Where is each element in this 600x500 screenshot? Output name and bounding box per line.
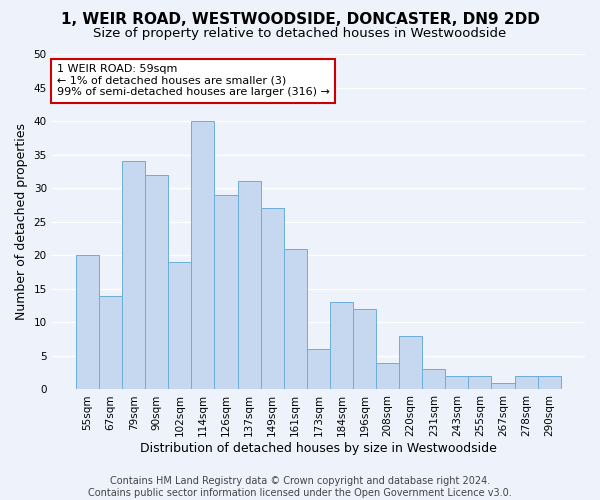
Bar bbox=[330, 302, 353, 390]
X-axis label: Distribution of detached houses by size in Westwoodside: Distribution of detached houses by size … bbox=[140, 442, 497, 455]
Bar bbox=[515, 376, 538, 390]
Text: Size of property relative to detached houses in Westwoodside: Size of property relative to detached ho… bbox=[94, 28, 506, 40]
Bar bbox=[422, 370, 445, 390]
Bar bbox=[284, 248, 307, 390]
Bar bbox=[376, 362, 399, 390]
Bar bbox=[214, 195, 238, 390]
Bar bbox=[353, 309, 376, 390]
Bar bbox=[191, 121, 214, 390]
Bar bbox=[99, 296, 122, 390]
Bar bbox=[491, 382, 515, 390]
Text: 1 WEIR ROAD: 59sqm
← 1% of detached houses are smaller (3)
99% of semi-detached : 1 WEIR ROAD: 59sqm ← 1% of detached hous… bbox=[57, 64, 330, 98]
Bar bbox=[260, 208, 284, 390]
Bar bbox=[399, 336, 422, 390]
Bar bbox=[145, 175, 168, 390]
Bar bbox=[445, 376, 469, 390]
Bar bbox=[168, 262, 191, 390]
Bar bbox=[238, 182, 260, 390]
Bar bbox=[538, 376, 561, 390]
Bar bbox=[469, 376, 491, 390]
Bar bbox=[307, 349, 330, 390]
Text: Contains HM Land Registry data © Crown copyright and database right 2024.
Contai: Contains HM Land Registry data © Crown c… bbox=[88, 476, 512, 498]
Y-axis label: Number of detached properties: Number of detached properties bbox=[15, 123, 28, 320]
Bar bbox=[76, 256, 99, 390]
Text: 1, WEIR ROAD, WESTWOODSIDE, DONCASTER, DN9 2DD: 1, WEIR ROAD, WESTWOODSIDE, DONCASTER, D… bbox=[61, 12, 539, 28]
Bar bbox=[122, 162, 145, 390]
